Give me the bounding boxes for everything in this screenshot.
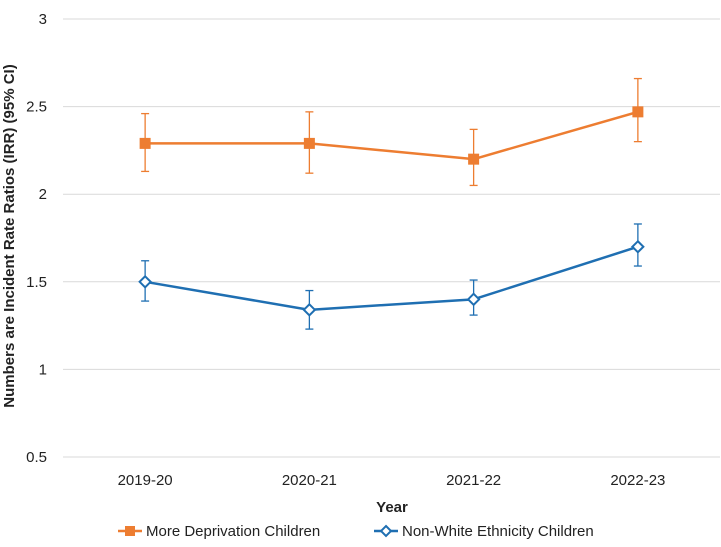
y-axis-ticks: 0.5 1 1.5 2 2.5 3 (26, 11, 47, 466)
y-tick-label: 1.5 (26, 274, 47, 291)
legend-item-1: More Deprivation Children (118, 523, 320, 540)
legend-label: More Deprivation Children (146, 523, 320, 540)
legend: More Deprivation Children Non-White Ethni… (118, 523, 594, 540)
y-tick-label: 3 (39, 11, 47, 28)
series-line (145, 110, 639, 161)
series-1 (139, 77, 644, 187)
y-tick-label: 2.5 (26, 99, 47, 116)
x-tick-label: 2020-21 (282, 472, 337, 489)
gridlines (63, 18, 720, 458)
series-2 (138, 223, 645, 330)
data-point (302, 302, 317, 317)
data-point (632, 106, 644, 118)
data-point (466, 292, 481, 307)
x-tick-label: 2022-23 (610, 472, 665, 489)
data-point (630, 239, 645, 254)
legend-marker (125, 526, 135, 536)
legend-label: Non-White Ethnicity Children (402, 523, 594, 540)
x-axis-ticks: 2019-20 2020-21 2021-22 2022-23 (118, 472, 666, 489)
x-axis-title: Year (376, 499, 408, 516)
data-point (468, 153, 480, 165)
y-tick-label: 2 (39, 186, 47, 203)
y-tick-label: 1 (39, 361, 47, 378)
series-layer (138, 77, 645, 330)
data-point (138, 274, 153, 289)
data-point (303, 137, 315, 149)
data-point (139, 137, 151, 149)
y-tick-label: 0.5 (26, 449, 47, 466)
legend-item-2: Non-White Ethnicity Children (374, 523, 594, 540)
x-tick-label: 2021-22 (446, 472, 501, 489)
y-axis-title: Numbers are Incident Rate Ratios (IRR) (… (1, 64, 18, 407)
x-tick-label: 2019-20 (118, 472, 173, 489)
legend-marker (379, 524, 393, 538)
series-line (144, 245, 639, 312)
